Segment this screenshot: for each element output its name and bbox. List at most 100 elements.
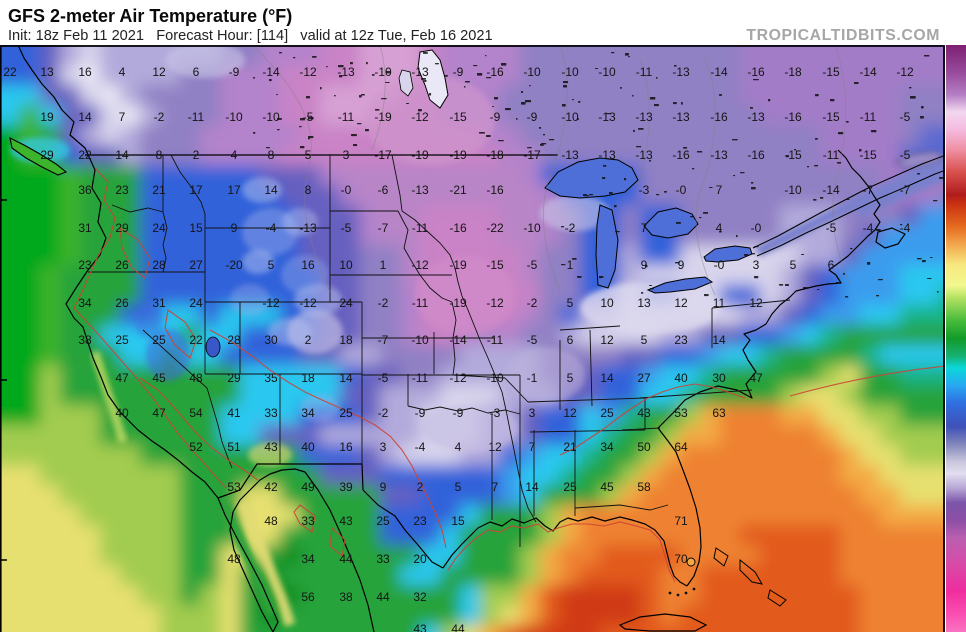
svg-text:-11: -11 (823, 148, 840, 162)
svg-text:1: 1 (567, 258, 574, 272)
svg-text:-21: -21 (449, 183, 467, 197)
svg-text:47: 47 (152, 406, 166, 420)
svg-text:-10: -10 (225, 110, 243, 124)
svg-text:12: 12 (749, 296, 763, 310)
svg-text:12: 12 (674, 296, 688, 310)
svg-text:-20: -20 (225, 258, 243, 272)
svg-text:-11: -11 (412, 221, 429, 235)
svg-text:-13: -13 (598, 148, 616, 162)
svg-text:-19: -19 (449, 258, 467, 272)
svg-text:63: 63 (712, 406, 726, 420)
svg-text:1: 1 (380, 258, 387, 272)
svg-text:-16: -16 (486, 65, 504, 79)
svg-text:-9: -9 (453, 406, 464, 420)
svg-text:32: 32 (413, 590, 427, 604)
svg-text:40: 40 (301, 440, 315, 454)
svg-text:40: 40 (115, 406, 129, 420)
svg-text:-19: -19 (449, 148, 467, 162)
svg-text:27: 27 (637, 371, 651, 385)
svg-text:3: 3 (343, 148, 350, 162)
svg-text:35: 35 (264, 371, 278, 385)
svg-text:5: 5 (790, 258, 797, 272)
svg-text:9: 9 (380, 480, 387, 494)
svg-text:-11: -11 (860, 110, 877, 124)
svg-text:25: 25 (339, 406, 353, 420)
svg-text:-12: -12 (262, 296, 280, 310)
svg-text:5: 5 (455, 480, 462, 494)
svg-text:-15: -15 (859, 148, 877, 162)
svg-text:-5: -5 (303, 110, 314, 124)
svg-text:54: 54 (189, 406, 203, 420)
svg-text:-19: -19 (449, 296, 467, 310)
svg-text:-13: -13 (710, 148, 728, 162)
svg-text:GFS 2-meter Air Temperature (°: GFS 2-meter Air Temperature (°F) (8, 6, 292, 26)
svg-text:6: 6 (193, 65, 200, 79)
svg-text:43: 43 (264, 440, 278, 454)
svg-text:-16: -16 (486, 183, 504, 197)
svg-text:-14: -14 (822, 183, 840, 197)
svg-text:2: 2 (193, 148, 200, 162)
svg-text:14: 14 (525, 480, 539, 494)
svg-text:25: 25 (563, 480, 577, 494)
svg-text:-16: -16 (784, 110, 802, 124)
svg-text:25: 25 (152, 333, 166, 347)
svg-text:19: 19 (40, 110, 54, 124)
svg-text:39: 39 (339, 480, 353, 494)
svg-text:TROPICALTIDBITS.COM: TROPICALTIDBITS.COM (746, 27, 940, 44)
svg-text:23: 23 (115, 183, 129, 197)
svg-text:2: 2 (417, 480, 424, 494)
svg-text:5: 5 (641, 333, 648, 347)
svg-text:-10: -10 (411, 333, 429, 347)
svg-text:3: 3 (753, 258, 760, 272)
svg-text:56: 56 (301, 590, 315, 604)
svg-text:10: 10 (600, 296, 614, 310)
svg-text:16: 16 (339, 440, 353, 454)
svg-text:-5: -5 (341, 221, 352, 235)
svg-text:14: 14 (339, 371, 353, 385)
svg-text:3: 3 (529, 406, 536, 420)
svg-text:44: 44 (339, 552, 353, 566)
svg-text:-5: -5 (527, 258, 538, 272)
svg-text:-11: -11 (412, 371, 429, 385)
svg-text:-4: -4 (266, 221, 277, 235)
svg-text:-9: -9 (527, 110, 538, 124)
svg-text:3: 3 (380, 440, 387, 454)
svg-text:-7: -7 (863, 183, 874, 197)
svg-text:-9: -9 (415, 406, 426, 420)
svg-text:40: 40 (674, 371, 688, 385)
svg-text:-7: -7 (378, 221, 389, 235)
svg-text:-4: -4 (900, 221, 911, 235)
svg-text:-16: -16 (710, 110, 728, 124)
svg-text:-2: -2 (565, 221, 576, 235)
svg-text:-10: -10 (262, 110, 280, 124)
svg-text:15: 15 (189, 221, 203, 235)
svg-text:26: 26 (115, 258, 129, 272)
svg-text:-12: -12 (486, 296, 504, 310)
svg-text:58: 58 (637, 480, 651, 494)
svg-text:5: 5 (268, 258, 275, 272)
svg-text:-7: -7 (900, 183, 911, 197)
svg-text:8: 8 (268, 148, 275, 162)
svg-text:-10: -10 (561, 65, 579, 79)
svg-text:11: 11 (713, 296, 726, 310)
svg-text:-13: -13 (635, 110, 653, 124)
svg-text:34: 34 (301, 552, 315, 566)
svg-text:4: 4 (119, 65, 126, 79)
svg-text:29: 29 (227, 371, 241, 385)
svg-text:-3: -3 (639, 183, 650, 197)
svg-text:-0: -0 (751, 221, 762, 235)
svg-text:2: 2 (305, 333, 312, 347)
svg-text:43: 43 (637, 406, 651, 420)
svg-text:52: 52 (189, 440, 203, 454)
svg-text:14: 14 (600, 371, 614, 385)
svg-text:-10: -10 (374, 65, 392, 79)
svg-text:-15: -15 (486, 258, 504, 272)
svg-text:-19: -19 (374, 110, 392, 124)
svg-text:14: 14 (264, 183, 278, 197)
svg-text:-16: -16 (449, 221, 467, 235)
svg-text:30: 30 (264, 333, 278, 347)
svg-text:-2: -2 (154, 110, 165, 124)
svg-text:-11: -11 (487, 333, 504, 347)
svg-text:23: 23 (674, 333, 688, 347)
svg-text:34: 34 (78, 296, 92, 310)
